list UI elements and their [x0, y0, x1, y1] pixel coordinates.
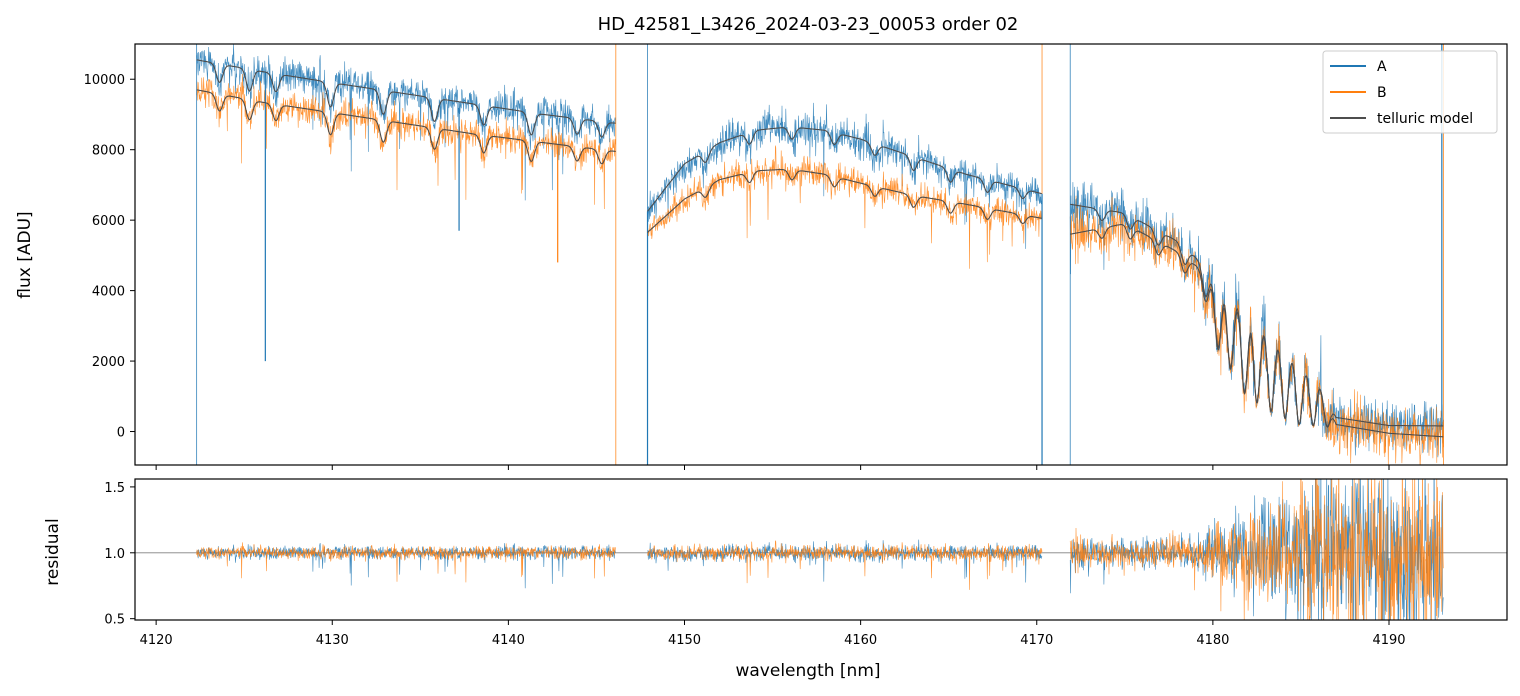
residual-plot-area: [135, 479, 1507, 620]
residual-y-axis: 0.5 1.0 1.5: [104, 481, 135, 628]
flux-y-tick-label: 6000: [92, 214, 125, 229]
legend-label-telluric: telluric model: [1377, 111, 1473, 127]
x-tick-label: 4180: [1196, 633, 1229, 648]
telluric-model-b-segment-3: [1070, 224, 1444, 438]
telluric-model-a-segment-1: [196, 59, 616, 138]
x-tick-label: 4190: [1372, 633, 1405, 648]
residual-y-tick-label: 1.0: [104, 547, 125, 562]
x-tick-label: 4140: [492, 633, 525, 648]
flux-panel-frame: [134, 43, 1508, 466]
x-axis-label: wavelength [nm]: [735, 661, 880, 681]
x-tick-label: 4170: [1020, 633, 1053, 648]
legend-label-a: A: [1377, 59, 1387, 75]
chart-title: HD_42581_L3426_2024-03-23_00053 order 02: [598, 14, 1019, 35]
legend-box: [1322, 50, 1498, 134]
flux-y-axis: 0 2000 4000 6000 8000 10000: [84, 73, 135, 441]
telluric-model-b-segment-1: [196, 89, 616, 165]
flux-series-a-segment-1: [196, 44, 616, 201]
flux-panel: 0 2000 4000 6000 8000 10000 flux [ADU] A B te…: [15, 43, 1508, 470]
residual-series-b-segment-3: [1069, 479, 1444, 620]
legend-label-b: B: [1377, 85, 1387, 101]
flux-axis-label: flux [ADU]: [15, 211, 35, 298]
flux-y-tick-label: 2000: [92, 355, 125, 370]
residual-y-tick-label: 1.5: [104, 481, 125, 496]
residual-axis-label: residual: [43, 518, 63, 585]
residual-x-axis: 4120 4130 4140 4150 4160 4170 4180 4190: [140, 620, 1406, 648]
residual-y-tick-label: 0.5: [104, 613, 125, 628]
telluric-model-b-segment-2: [647, 168, 1042, 233]
flux-y-tick-label: 8000: [92, 144, 125, 159]
flux-series-b-segment-1: [196, 73, 616, 210]
residual-series-b-segment-2: [647, 540, 1043, 590]
residual-series-b-segment-1: [196, 542, 616, 583]
x-tick-label: 4130: [316, 633, 349, 648]
telluric-model-a-segment-2: [647, 127, 1042, 212]
residual-panel-frame: [134, 478, 1508, 621]
flux-y-tick-label: 10000: [84, 73, 125, 88]
x-tick-label: 4160: [844, 633, 877, 648]
legend: A B telluric model: [1322, 50, 1498, 134]
flux-y-tick-label: 4000: [92, 285, 125, 300]
flux-plot-area: [196, 44, 1444, 465]
x-tick-label: 4150: [668, 633, 701, 648]
residual-panel: 0.51.01.5 4120 4130 4140 4150 4160 4170 4180 41…: [43, 478, 1508, 648]
flux-y-tick-label: 0: [117, 426, 125, 441]
flux-x-axis: [155, 465, 1390, 470]
x-tick-label: 4120: [140, 633, 173, 648]
